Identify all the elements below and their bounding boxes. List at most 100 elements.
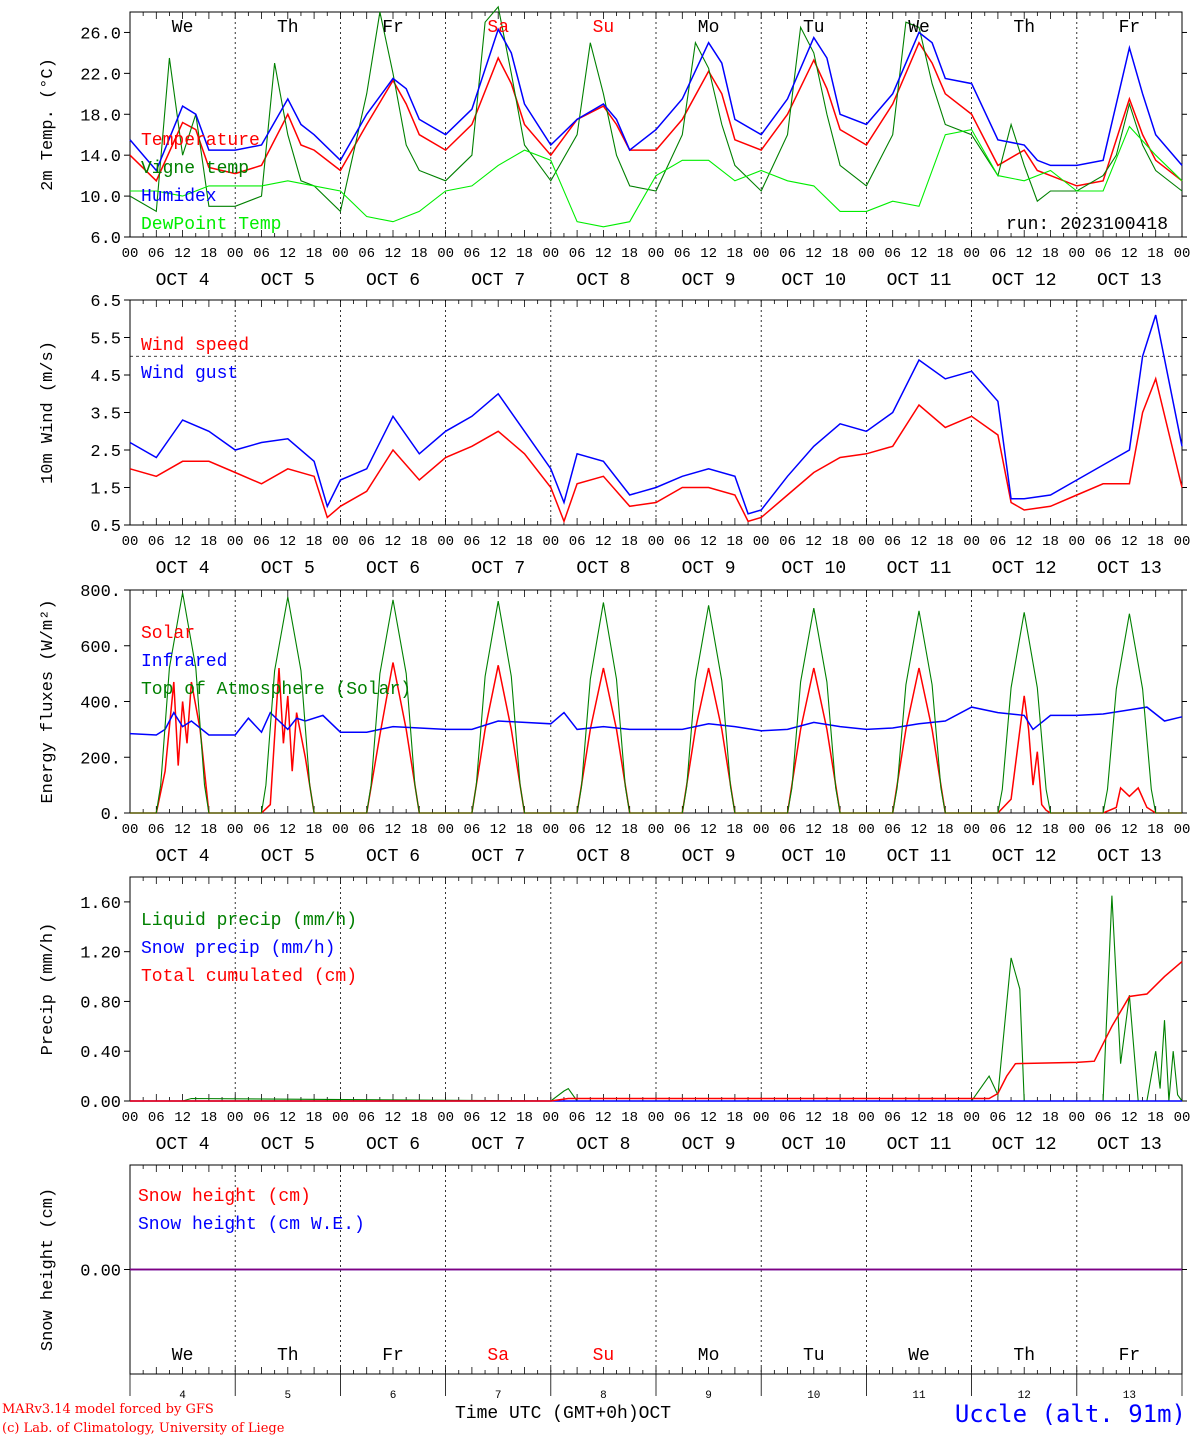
- station-title: Uccle (alt. 91m): [954, 1400, 1186, 1428]
- day-number-label: 8: [600, 1390, 607, 1402]
- date-label: OCT 4: [156, 559, 210, 579]
- hour-tick-label: 06: [674, 822, 691, 838]
- hour-tick-label: 12: [490, 1110, 507, 1126]
- hour-tick-label: 12: [595, 246, 612, 262]
- hour-tick-label: 12: [174, 1110, 191, 1126]
- date-label: OCT 7: [471, 1135, 525, 1155]
- legend-entry: Snow precip (mm/h): [141, 939, 335, 959]
- hour-tick-label: 00: [332, 246, 349, 262]
- hour-tick-label: 12: [805, 822, 822, 838]
- hour-tick-label: 18: [1042, 246, 1059, 262]
- series-line: [129, 27, 1183, 172]
- day-number-label: 12: [1018, 1390, 1031, 1402]
- legend-entry: Total cumulated (cm): [141, 967, 357, 987]
- hour-tick-label: 06: [674, 534, 691, 550]
- day-number-label: 10: [807, 1390, 820, 1402]
- hour-tick-label: 18: [1147, 1110, 1164, 1126]
- hour-tick-label: 18: [726, 822, 743, 838]
- hour-tick-label: 06: [148, 1110, 165, 1126]
- hour-tick-label: 00: [332, 822, 349, 838]
- x-axis-label: Time UTC (GMT+0h)OCT: [455, 1404, 671, 1424]
- hour-tick-label: 00: [1068, 246, 1085, 262]
- weekday-label: We: [908, 18, 930, 38]
- run-label: run: 2023100418: [1006, 215, 1168, 235]
- date-label: OCT 5: [261, 1135, 315, 1155]
- hour-tick-label: 12: [911, 246, 928, 262]
- hour-tick-label: 12: [1121, 822, 1138, 838]
- hour-tick-label: 06: [779, 246, 796, 262]
- hour-tick-label: 00: [437, 1110, 454, 1126]
- date-label: OCT 10: [781, 1135, 846, 1155]
- hour-tick-label: 18: [306, 534, 323, 550]
- date-label: OCT 13: [1097, 1135, 1162, 1155]
- hour-tick-label: 18: [516, 246, 533, 262]
- hour-tick-label: 00: [437, 534, 454, 550]
- hour-tick-label: 12: [174, 246, 191, 262]
- series-line: [129, 706, 1183, 736]
- hour-tick-label: 18: [621, 1110, 638, 1126]
- hour-tick-label: 12: [490, 534, 507, 550]
- hour-tick-label: 18: [937, 1110, 954, 1126]
- hour-tick-label: 12: [700, 246, 717, 262]
- hour-tick-label: 12: [1016, 1110, 1033, 1126]
- date-label: OCT 8: [576, 847, 630, 867]
- hour-tick-label: 12: [700, 1110, 717, 1126]
- hour-tick-label: 00: [227, 246, 244, 262]
- hour-tick-label: 06: [779, 1110, 796, 1126]
- weekday-label: Fr: [1119, 1346, 1141, 1366]
- hour-tick-label: 06: [148, 822, 165, 838]
- hour-tick-label: 18: [200, 534, 217, 550]
- hour-tick-label: 06: [569, 822, 586, 838]
- hour-tick-label: 18: [621, 246, 638, 262]
- day-number-label: 5: [284, 1390, 291, 1402]
- date-label: OCT 13: [1097, 847, 1162, 867]
- weekday-label: Mo: [698, 18, 720, 38]
- date-label: OCT 11: [887, 847, 952, 867]
- legend-entry: Snow height (cm): [138, 1187, 311, 1207]
- y-axis-label: 10m Wind (m/s): [39, 341, 58, 484]
- hour-tick-label: 06: [884, 534, 901, 550]
- hour-tick-label: 12: [279, 534, 296, 550]
- hour-tick-label: 00: [122, 246, 139, 262]
- date-label: OCT 4: [156, 271, 210, 291]
- hour-tick-label: 06: [463, 822, 480, 838]
- day-number-label: 6: [390, 1390, 397, 1402]
- hour-tick-label: 12: [595, 1110, 612, 1126]
- hour-tick-label: 06: [1095, 822, 1112, 838]
- hour-tick-label: 00: [227, 1110, 244, 1126]
- hour-tick-label: 18: [1147, 822, 1164, 838]
- legend-entry: DewPoint Temp: [141, 215, 281, 235]
- hour-tick-label: 18: [726, 1110, 743, 1126]
- hour-tick-label: 12: [279, 1110, 296, 1126]
- date-label: OCT 8: [576, 271, 630, 291]
- model-line: MARv3.14 model forced by GFS: [2, 1402, 214, 1417]
- hour-tick-label: 18: [1042, 534, 1059, 550]
- hour-tick-label: 12: [911, 534, 928, 550]
- date-label: OCT 12: [992, 847, 1057, 867]
- y-tick-label: 600.: [80, 639, 121, 658]
- hour-tick-label: 06: [989, 534, 1006, 550]
- hour-tick-label: 06: [463, 534, 480, 550]
- hour-tick-label: 06: [253, 1110, 270, 1126]
- hour-tick-label: 12: [385, 246, 402, 262]
- hour-tick-label: 00: [542, 822, 559, 838]
- hour-tick-label: 06: [884, 246, 901, 262]
- hour-tick-label: 18: [726, 246, 743, 262]
- hour-tick-label: 18: [1147, 534, 1164, 550]
- hour-tick-label: 06: [1095, 534, 1112, 550]
- date-label: OCT 13: [1097, 559, 1162, 579]
- hour-tick-label: 00: [1174, 822, 1191, 838]
- hour-tick-label: 06: [1095, 1110, 1112, 1126]
- y-tick-label: 3.5: [90, 406, 121, 425]
- hour-tick-label: 00: [858, 246, 875, 262]
- x-axis-title: Time UTC (GMT+0h): [455, 1404, 639, 1424]
- date-label: OCT 10: [781, 271, 846, 291]
- credit-line: (c) Lab. of Climatology, University of L…: [2, 1421, 285, 1436]
- y-tick-label: 22.0: [80, 66, 121, 85]
- hour-tick-label: 18: [832, 1110, 849, 1126]
- day-number-label: 13: [1123, 1390, 1136, 1402]
- series-line: [129, 41, 1183, 187]
- date-label: OCT 5: [261, 271, 315, 291]
- hour-tick-label: 18: [411, 1110, 428, 1126]
- weekday-label: Tu: [803, 18, 825, 38]
